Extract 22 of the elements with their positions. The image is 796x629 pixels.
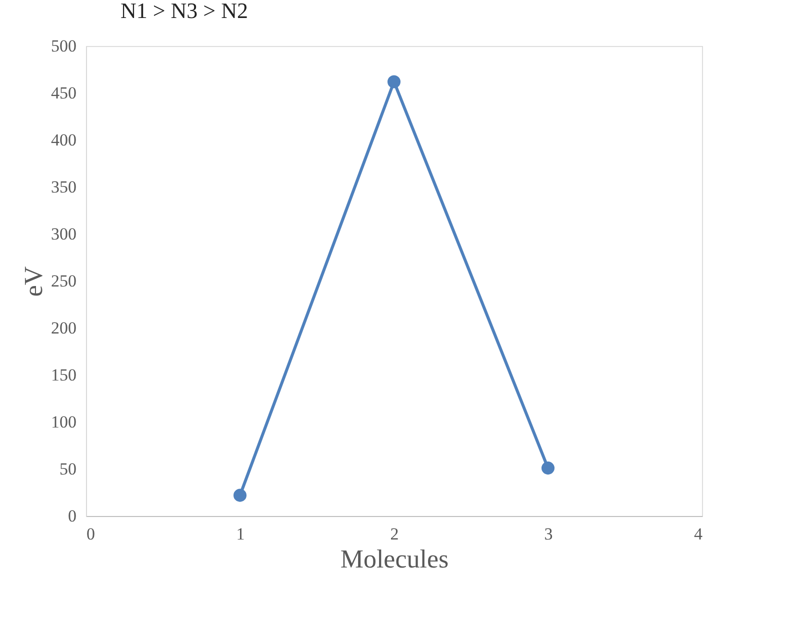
y-tick-label: 100 [51, 412, 76, 432]
x-tick-label: 2 [390, 524, 399, 544]
y-axis-title: eV [19, 266, 48, 297]
x-tick-label: 0 [86, 524, 95, 544]
point [233, 488, 247, 502]
y-tick-label: 450 [51, 84, 76, 102]
chart-title: N1 > N3 > N2 [120, 0, 248, 23]
x-axis-title: Molecules [340, 544, 449, 574]
point [541, 462, 555, 475]
y-tick-label: 350 [51, 178, 76, 196]
y-tick-label: 150 [51, 366, 76, 384]
y-tick-label: 300 [51, 224, 76, 244]
x-tick-label: 3 [544, 524, 553, 544]
point [387, 75, 401, 88]
x-tick-label: 1 [236, 524, 245, 544]
y-tick-label: 200 [51, 318, 76, 338]
y-tick-label: 250 [51, 272, 76, 290]
y-tick-label: 400 [51, 130, 76, 150]
y-tick-label: 0 [68, 506, 76, 526]
y-tick-label: 500 [51, 36, 76, 56]
x-tick-label: 4 [694, 524, 703, 544]
y-tick-label: 50 [60, 460, 76, 478]
